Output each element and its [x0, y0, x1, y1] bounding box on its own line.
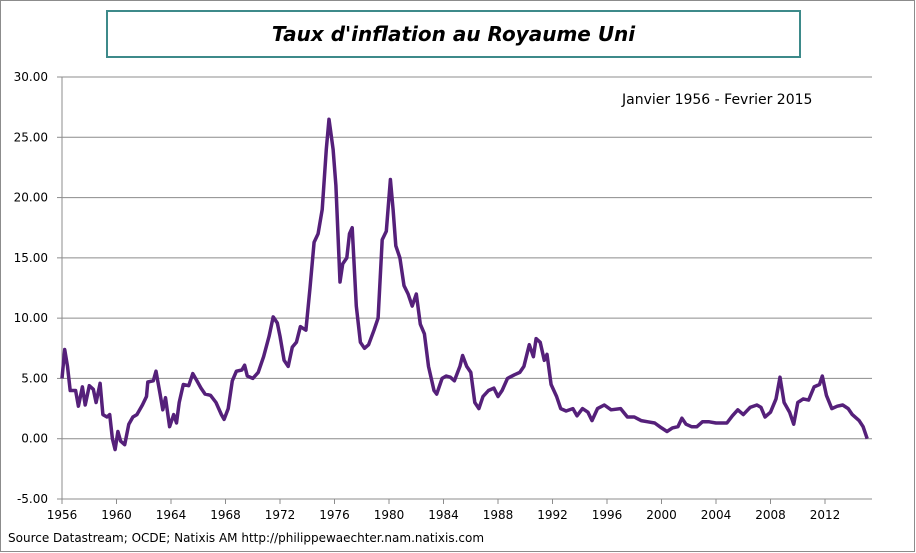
y-tick-label: 25.00: [14, 130, 48, 144]
x-tick-label: 1968: [210, 508, 241, 522]
x-tick-label: 2012: [810, 508, 841, 522]
x-tick-label: 1992: [537, 508, 568, 522]
y-tick-label: 5.00: [21, 371, 48, 385]
x-tick-label: 1960: [101, 508, 132, 522]
y-tick-label: 20.00: [14, 191, 48, 205]
x-tick-label: 1984: [428, 508, 459, 522]
y-tick-label: 0.00: [21, 432, 48, 446]
y-tick-label: 15.00: [14, 251, 48, 265]
x-tick-label: 1996: [592, 508, 623, 522]
y-tick-label: 30.00: [14, 70, 48, 84]
x-tick-label: 1980: [374, 508, 405, 522]
inflation-series-line: [60, 117, 869, 452]
x-tick-label: 1976: [319, 508, 350, 522]
x-tick-label: 1972: [265, 508, 296, 522]
chart-title: Taux d'inflation au Royaume Uni: [106, 10, 801, 58]
y-tick-label: 10.00: [14, 311, 48, 325]
x-tick-label: 1964: [156, 508, 187, 522]
x-tick-label: 2004: [701, 508, 732, 522]
x-tick-label: 2000: [646, 508, 677, 522]
source-note: Source Datastream; OCDE; Natixis AM http…: [8, 531, 485, 545]
x-tick-label: 1956: [47, 508, 78, 522]
x-tick-label: 2008: [755, 508, 786, 522]
y-tick-label: -5.00: [17, 492, 48, 506]
date-range-annotation: Janvier 1956 - Fevrier 2015: [622, 92, 813, 108]
x-tick-label: 1988: [483, 508, 514, 522]
